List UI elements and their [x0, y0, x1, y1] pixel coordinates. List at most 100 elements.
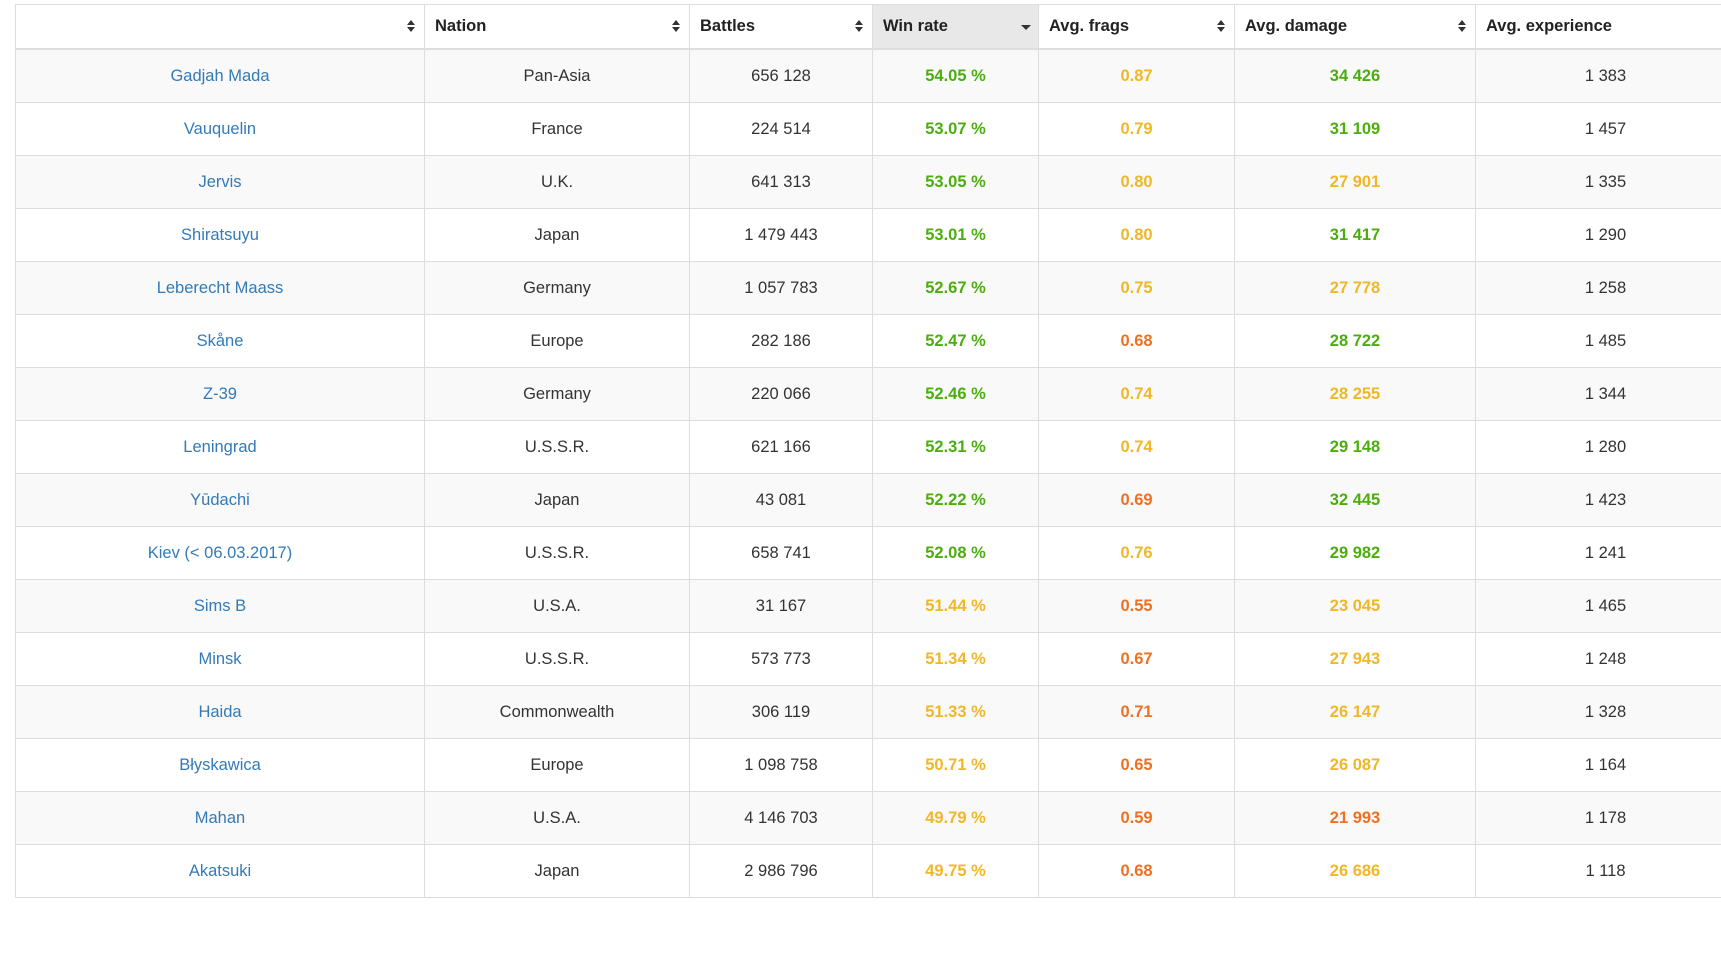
nation-cell: France [424, 102, 690, 156]
avg-experience-value: 1 290 [1584, 225, 1627, 244]
avg-experience-cell: 1 328 [1475, 685, 1721, 739]
ship-link[interactable]: Skåne [196, 331, 244, 350]
win-rate-value: 52.47 % [925, 331, 986, 350]
avg-damage-value: 34 426 [1329, 66, 1381, 85]
avg-damage-cell: 26 087 [1234, 738, 1476, 792]
header-avg-experience[interactable]: Avg. experience [1475, 4, 1721, 50]
ship-link[interactable]: Kiev (< 06.03.2017) [147, 543, 293, 562]
ship-link[interactable]: Vauquelin [183, 119, 257, 138]
avg-frags-cell: 0.75 [1038, 261, 1235, 315]
ship-link[interactable]: Jervis [198, 172, 242, 191]
nation-cell: Pan-Asia [424, 49, 690, 103]
header-battles[interactable]: Battles [689, 4, 873, 50]
header-row: Nation Battles Win rate Avg. frags Avg. … [15, 4, 1721, 50]
battles-value: 220 066 [751, 384, 811, 403]
avg-frags-cell: 0.59 [1038, 791, 1235, 845]
avg-frags-value: 0.68 [1120, 861, 1153, 880]
ship-link[interactable]: Gadjah Mada [170, 66, 270, 85]
avg-frags-value: 0.59 [1120, 808, 1153, 827]
nation-value: U.S.A. [533, 808, 581, 827]
avg-experience-cell: 1 485 [1475, 314, 1721, 368]
nation-value: France [531, 119, 583, 138]
win-rate-cell: 52.31 % [872, 420, 1039, 474]
win-rate-cell: 53.05 % [872, 155, 1039, 209]
avg-frags-value: 0.87 [1120, 66, 1153, 85]
battles-cell: 4 146 703 [689, 791, 873, 845]
ship-link[interactable]: Haida [198, 702, 242, 721]
header-win-rate[interactable]: Win rate [872, 4, 1039, 50]
battles-value: 1 479 443 [744, 225, 818, 244]
ship-name-cell: Błyskawica [15, 738, 425, 792]
table-row: Sims B U.S.A. 31 167 51.44 % 0.55 23 045 1 465 [15, 579, 1721, 633]
avg-damage-cell: 29 148 [1234, 420, 1476, 474]
header-label: Avg. experience [1486, 17, 1612, 35]
avg-damage-cell: 27 901 [1234, 155, 1476, 209]
ship-name-cell: Minsk [15, 632, 425, 686]
ship-link[interactable]: Błyskawica [179, 755, 261, 774]
avg-experience-cell: 1 118 [1475, 844, 1721, 898]
nation-value: Commonwealth [499, 702, 615, 721]
ship-link[interactable]: Mahan [194, 808, 246, 827]
ship-link[interactable]: Leberecht Maass [156, 278, 284, 297]
avg-frags-value: 0.65 [1120, 755, 1153, 774]
avg-frags-cell: 0.68 [1038, 314, 1235, 368]
battles-cell: 282 186 [689, 314, 873, 368]
table-row: Mahan U.S.A. 4 146 703 49.79 % 0.59 21 993 1 1… [15, 791, 1721, 845]
nation-value: U.S.A. [533, 596, 581, 615]
avg-damage-cell: 21 993 [1234, 791, 1476, 845]
ship-link[interactable]: Sims B [193, 596, 247, 615]
battles-cell: 31 167 [689, 579, 873, 633]
battles-value: 641 313 [751, 172, 811, 191]
nation-cell: Japan [424, 208, 690, 262]
avg-damage-value: 29 982 [1329, 543, 1381, 562]
ship-link[interactable]: Leningrad [183, 437, 257, 456]
avg-frags-value: 0.74 [1120, 437, 1153, 456]
header-label: Battles [700, 17, 756, 35]
battles-cell: 224 514 [689, 102, 873, 156]
battles-value: 621 166 [751, 437, 811, 456]
header-avg-frags[interactable]: Avg. frags [1038, 4, 1235, 50]
win-rate-value: 54.05 % [925, 66, 986, 85]
avg-damage-value: 27 943 [1329, 649, 1381, 668]
avg-experience-value: 1 164 [1584, 755, 1627, 774]
avg-experience-cell: 1 383 [1475, 49, 1721, 103]
header-nation[interactable]: Nation [424, 4, 690, 50]
battles-cell: 306 119 [689, 685, 873, 739]
ship-link[interactable]: Shiratsuyu [181, 225, 259, 244]
win-rate-value: 52.46 % [925, 384, 986, 403]
ship-link[interactable]: Z-39 [203, 384, 237, 403]
avg-damage-value: 26 147 [1329, 702, 1381, 721]
battles-value: 224 514 [751, 119, 811, 138]
ship-link[interactable]: Akatsuki [188, 861, 252, 880]
ship-link[interactable]: Yūdachi [190, 490, 250, 509]
nation-cell: U.K. [424, 155, 690, 209]
avg-experience-cell: 1 423 [1475, 473, 1721, 527]
nation-value: Pan-Asia [523, 66, 591, 85]
avg-experience-value: 1 423 [1584, 490, 1627, 509]
battles-value: 306 119 [751, 702, 811, 721]
sort-desc-icon [1020, 19, 1031, 33]
nation-value: U.S.S.R. [524, 543, 590, 562]
ship-stats-table: Nation Battles Win rate Avg. frags Avg. … [15, 4, 1721, 898]
header-ship[interactable] [15, 4, 425, 50]
avg-damage-value: 31 109 [1329, 119, 1381, 138]
nation-cell: Germany [424, 367, 690, 421]
header-avg-damage[interactable]: Avg. damage [1234, 4, 1476, 50]
win-rate-cell: 52.22 % [872, 473, 1039, 527]
avg-damage-cell: 27 778 [1234, 261, 1476, 315]
nation-value: Europe [530, 755, 584, 774]
nation-cell: Europe [424, 314, 690, 368]
avg-experience-cell: 1 258 [1475, 261, 1721, 315]
nation-value: U.K. [540, 172, 574, 191]
ship-link[interactable]: Minsk [198, 649, 242, 668]
nation-value: U.S.S.R. [524, 437, 590, 456]
table-row: Leberecht Maass Germany 1 057 783 52.67 % 0.… [15, 261, 1721, 315]
ship-name-cell: Leningrad [15, 420, 425, 474]
avg-frags-value: 0.75 [1120, 278, 1153, 297]
avg-frags-cell: 0.74 [1038, 420, 1235, 474]
battles-cell: 656 128 [689, 49, 873, 103]
sort-icon [1457, 19, 1467, 33]
avg-experience-cell: 1 164 [1475, 738, 1721, 792]
avg-experience-cell: 1 290 [1475, 208, 1721, 262]
avg-frags-value: 0.80 [1120, 225, 1153, 244]
